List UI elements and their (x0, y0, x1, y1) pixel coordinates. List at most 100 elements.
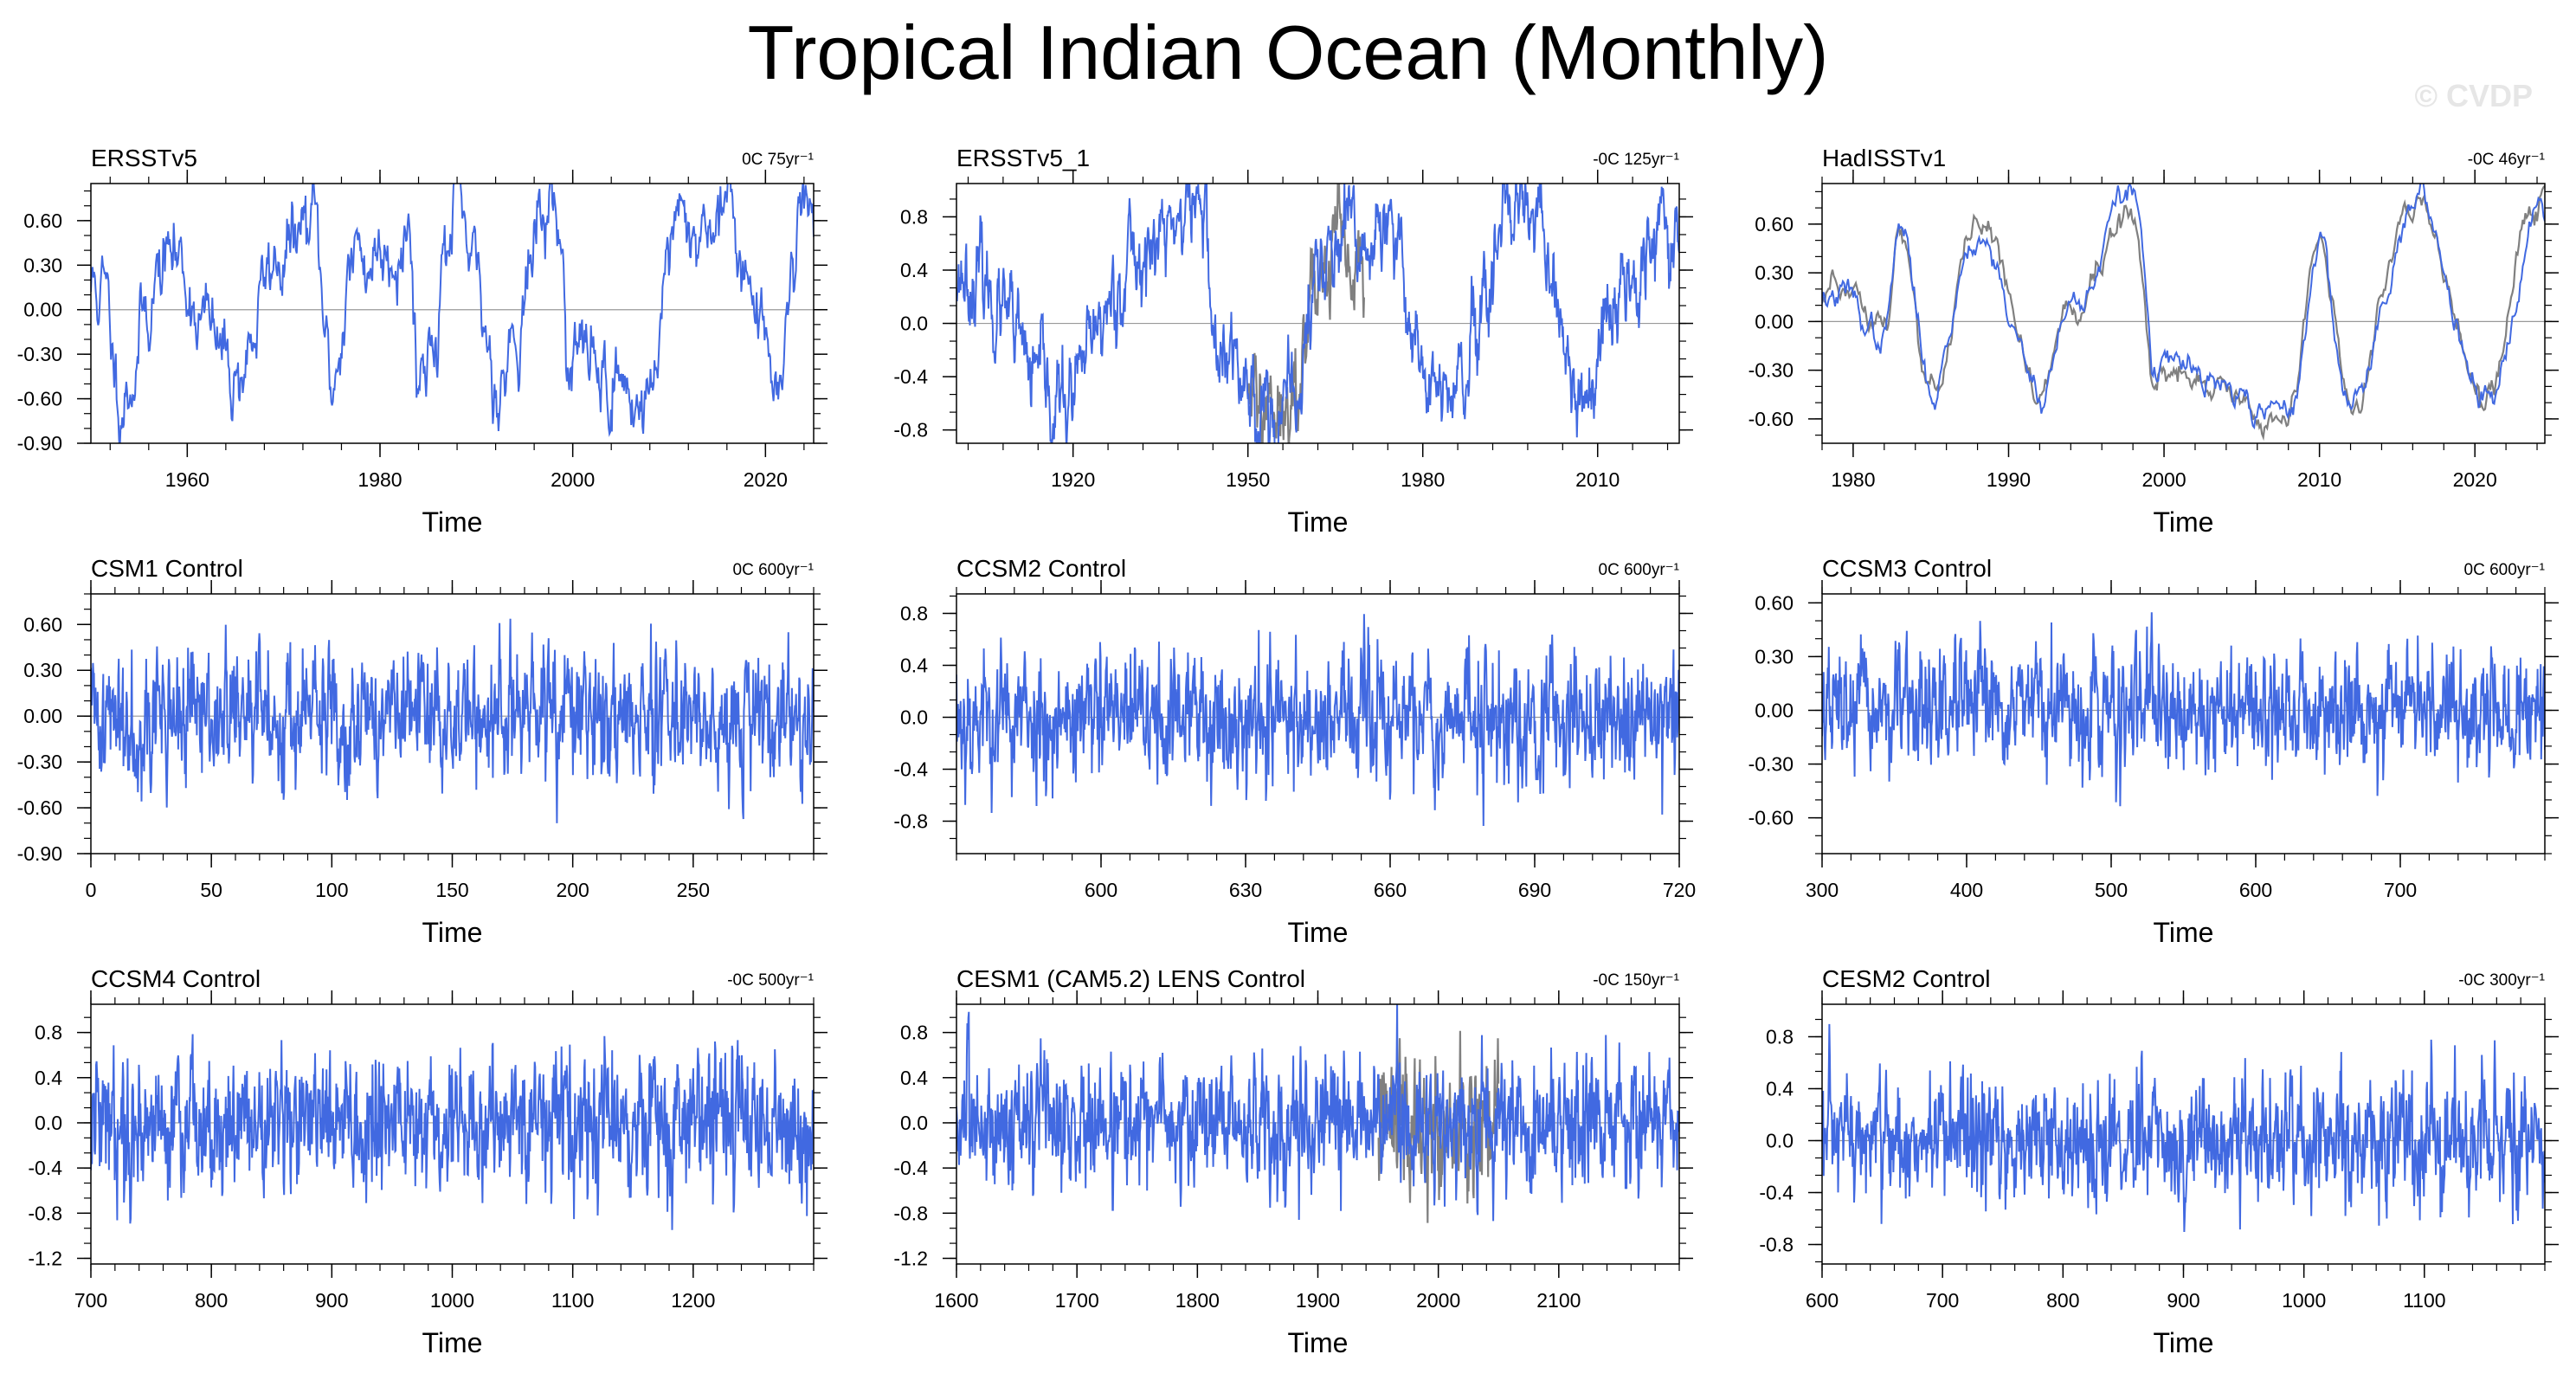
y-tick-label: 0.0 (1766, 1130, 1794, 1152)
y-tick-label: 0.30 (1755, 645, 1794, 667)
y-tick-label: -0.8 (893, 1202, 928, 1224)
x-axis-label: Time (2154, 506, 2214, 538)
x-tick-label: 900 (2167, 1289, 2199, 1312)
y-tick-label: 0.0 (900, 313, 928, 335)
y-tick-label: 0.8 (1766, 1026, 1794, 1048)
plot-frame (956, 593, 1680, 854)
y-tick-label: 0.0 (900, 1112, 928, 1134)
y-tick-label: 0.30 (23, 659, 62, 681)
y-tick-label: -0.4 (893, 758, 928, 781)
chart-panel: CSM1 Control 0C 600yr⁻¹ Time -0.90 -0.60 -0.3… (17, 555, 828, 948)
x-tick-label: 1990 (1987, 468, 2031, 491)
trend-label: -0C 300yr⁻¹ (2458, 971, 2545, 990)
x-tick-label: 2010 (1575, 468, 1620, 491)
chart-panel: ERSSTv5_1 -0C 125yr⁻¹ Time -0.8 -0.4 0.0 0.4 0.… (893, 145, 1693, 538)
y-tick-label: -0.60 (1748, 408, 1794, 430)
x-tick-label: 2000 (2141, 468, 2186, 491)
y-tick-label: 0.4 (1766, 1078, 1794, 1100)
y-tick-label: 0.60 (1755, 213, 1794, 235)
x-tick-label: 400 (1950, 879, 1983, 901)
x-tick-label: 1980 (1401, 468, 1445, 491)
chart-panel: CCSM2 Control 0C 600yr⁻¹ Time -0.8 -0.4 0.0 0.… (893, 555, 1696, 948)
x-tick-label: 2000 (1416, 1289, 1460, 1312)
x-tick-label: 800 (2046, 1289, 2079, 1312)
page-title: Tropical Indian Ocean (Monthly) (747, 10, 1829, 95)
x-tick-label: 100 (315, 879, 348, 901)
y-tick-label: -0.8 (893, 419, 928, 442)
y-tick-label: -0.8 (893, 810, 928, 833)
y-tick-label: 0.60 (23, 613, 62, 635)
series-line (91, 184, 814, 443)
chart-panel: CESM2 Control -0C 300yr⁻¹ Time -0.8 -0.4 0.0 0… (1759, 965, 2559, 1358)
x-tick-label: 2010 (2297, 468, 2341, 491)
x-axis-label: Time (1288, 1327, 1349, 1358)
panel-title: CSM1 Control (91, 555, 243, 582)
plot-frame (1821, 183, 2546, 444)
x-axis-label: Time (2154, 917, 2214, 948)
x-tick-label: 1600 (934, 1289, 978, 1312)
y-tick-label: -0.90 (17, 842, 62, 865)
x-axis-label: Time (422, 506, 483, 538)
panel-title: HadISSTv1 (1822, 145, 1946, 171)
x-tick-label: 1800 (1175, 1289, 1220, 1312)
x-tick-label: 250 (677, 879, 710, 901)
panel-title: CESM2 Control (1822, 965, 1991, 992)
x-tick-label: 50 (200, 879, 222, 901)
y-tick-label: 0.30 (1755, 261, 1794, 284)
y-tick-label: 0.00 (1755, 310, 1794, 332)
trend-label: 0C 600yr⁻¹ (2464, 561, 2545, 579)
x-tick-label: 150 (435, 879, 468, 901)
plot-frame (1821, 593, 2546, 854)
y-tick-label: 0.8 (35, 1022, 62, 1044)
y-tick-label: 0.00 (23, 299, 62, 321)
x-axis-label: Time (2154, 1327, 2214, 1358)
x-axis-label: Time (422, 917, 483, 948)
y-tick-label: -0.30 (1748, 359, 1794, 382)
y-tick-label: 0.0 (900, 706, 928, 729)
panel-title: CCSM4 Control (91, 965, 261, 992)
x-tick-label: 200 (556, 879, 589, 901)
y-tick-label: 0.0 (35, 1112, 62, 1134)
x-tick-label: 1000 (430, 1289, 474, 1312)
trend-label: -0C 46yr⁻¹ (2468, 151, 2545, 169)
x-tick-label: 500 (2095, 879, 2128, 901)
chart-panel: CCSM3 Control 0C 600yr⁻¹ Time -0.60 -0.30 0.0… (1748, 555, 2559, 948)
x-tick-label: 1900 (1296, 1289, 1340, 1312)
x-tick-label: 660 (1374, 879, 1407, 901)
y-tick-label: 0.60 (23, 210, 62, 232)
x-tick-label: 700 (74, 1289, 107, 1312)
series-line (91, 1034, 814, 1230)
trend-label: 0C 600yr⁻¹ (733, 561, 814, 579)
y-tick-label: -0.90 (17, 432, 62, 455)
y-tick-label: -0.4 (893, 1157, 928, 1179)
series-line (91, 618, 814, 823)
x-tick-label: 2020 (2453, 468, 2497, 491)
y-tick-label: -0.4 (28, 1157, 62, 1179)
x-tick-label: 2020 (744, 468, 788, 491)
y-tick-label: -0.60 (1748, 807, 1794, 829)
x-tick-label: 300 (1806, 879, 1839, 901)
series-line (956, 184, 1679, 443)
y-tick-label: 0.00 (1755, 699, 1794, 721)
panel-title: CCSM3 Control (1822, 555, 1992, 582)
y-tick-label: -0.60 (17, 796, 62, 819)
series-line (1822, 184, 2545, 430)
plot-frame (90, 183, 815, 444)
y-tick-label: -0.30 (17, 343, 62, 365)
x-tick-label: 0 (86, 879, 97, 901)
y-tick-label: -0.8 (28, 1202, 62, 1224)
y-tick-label: -0.4 (893, 365, 928, 388)
y-tick-label: 0.00 (23, 705, 62, 727)
panel-title: CESM1 (CAM5.2) LENS Control (956, 965, 1305, 992)
y-tick-label: -0.60 (17, 388, 62, 410)
x-tick-label: 600 (1085, 879, 1117, 901)
series-line (1822, 1023, 2545, 1233)
x-tick-label: 2000 (551, 468, 595, 491)
series-line (956, 614, 1679, 827)
y-tick-label: 0.4 (900, 1067, 928, 1089)
watermark: © CVDP (2414, 78, 2533, 113)
panel-title: CCSM2 Control (956, 555, 1126, 582)
x-tick-label: 700 (2384, 879, 2417, 901)
y-tick-label: 0.4 (900, 259, 928, 281)
